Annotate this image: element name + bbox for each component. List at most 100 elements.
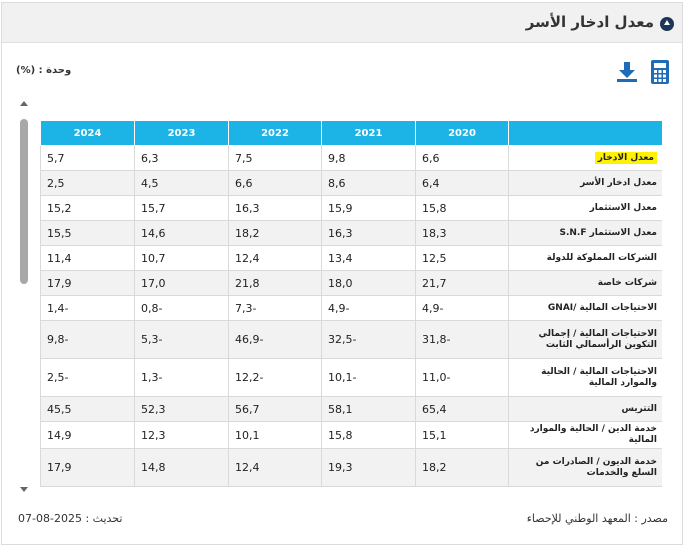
- row-label: الاحتياجات المالية / الحالية والموارد ال…: [508, 358, 662, 397]
- table-cell: -46,9: [228, 320, 322, 359]
- table-row: معدل الاستثمار 15,8 15,9 16,3 15,7 15,2: [40, 195, 662, 221]
- download-icon[interactable]: [616, 61, 638, 83]
- table-cell: 17,9: [40, 270, 135, 296]
- table-cell: 16,3: [321, 220, 416, 246]
- column-header: 2023: [134, 120, 229, 146]
- table-row: الاحتياجات المالية / الحالية والموارد ال…: [40, 358, 662, 397]
- table-cell: 45,5: [40, 396, 135, 422]
- row-label: الاحتياجات المالية /GNAI: [508, 295, 662, 321]
- row-label: شركات خاصة: [508, 270, 662, 296]
- table-cell: 15,8: [321, 421, 416, 449]
- table-cell: 17,0: [134, 270, 229, 296]
- table-cell: 12,4: [228, 448, 322, 487]
- row-label: خدمة الدين / الحالية والموارد المالية: [508, 421, 662, 449]
- table-cell: 15,7: [134, 195, 229, 221]
- row-label: معدل الاستثمار: [508, 195, 662, 221]
- scroll-up-arrow-icon[interactable]: [20, 101, 28, 106]
- scroll-down-arrow-icon[interactable]: [20, 487, 28, 492]
- table-cell: 58,1: [321, 396, 416, 422]
- table-cell: 6,6: [415, 145, 509, 171]
- table-cell: 7,5: [228, 145, 322, 171]
- table-cell: -7,3: [228, 295, 322, 321]
- table-row: خدمة الدين / الحالية والموارد المالية 15…: [40, 421, 662, 449]
- panel-header: معدل ادخار الأسر: [2, 3, 682, 43]
- table-cell: 52,3: [134, 396, 229, 422]
- table-cell: -4,9: [415, 295, 509, 321]
- table-cell: 8,6: [321, 170, 416, 196]
- table-cell: 12,4: [228, 245, 322, 271]
- table-cell: 5,7: [40, 145, 135, 171]
- table-cell: -9,8: [40, 320, 135, 359]
- table-cell: -4,9: [321, 295, 416, 321]
- table-cell: 21,7: [415, 270, 509, 296]
- table-cell: 15,2: [40, 195, 135, 221]
- table-cell: 56,7: [228, 396, 322, 422]
- data-table: 2020 2021 2022 2023 2024 معدل الادخار 6,…: [40, 120, 662, 487]
- table-cell: 14,6: [134, 220, 229, 246]
- table-cell: 9,8: [321, 145, 416, 171]
- source-note: مصدر : المعهد الوطني للإحصاء: [526, 512, 668, 525]
- data-table-container: 2020 2021 2022 2023 2024 معدل الادخار 6,…: [40, 120, 662, 493]
- calculator-icon[interactable]: [650, 59, 670, 85]
- table-cell: -5,3: [134, 320, 229, 359]
- table-cell: -10,1: [321, 358, 416, 397]
- table-cell: 2,5: [40, 170, 135, 196]
- table-row: التتريس 65,4 58,1 56,7 52,3 45,5: [40, 396, 662, 422]
- table-cell: 65,4: [415, 396, 509, 422]
- table-cell: -32,5: [321, 320, 416, 359]
- table-row: معدل الاستثمار S.N.F 18,3 16,3 18,2 14,6…: [40, 220, 662, 246]
- row-label: معدل الاستثمار S.N.F: [508, 220, 662, 246]
- table-row: معدل ادخار الأسر 6,4 8,6 6,6 4,5 2,5: [40, 170, 662, 196]
- table-cell: -11,0: [415, 358, 509, 397]
- table-cell: -12,2: [228, 358, 322, 397]
- column-header: 2022: [228, 120, 322, 146]
- table-cell: 12,5: [415, 245, 509, 271]
- column-header: 2021: [321, 120, 416, 146]
- table-row: خدمة الديون / الصادرات من السلع والخدمات…: [40, 448, 662, 487]
- table-cell: 10,1: [228, 421, 322, 449]
- table-row: الشركات المملوكة للدولة 12,5 13,4 12,4 1…: [40, 245, 662, 271]
- table-cell: 13,4: [321, 245, 416, 271]
- table-cell: 15,5: [40, 220, 135, 246]
- table-cell: -1,3: [134, 358, 229, 397]
- table-row: الاحتياجات المالية / إجمالي التكوين الرأ…: [40, 320, 662, 359]
- table-cell: 10,7: [134, 245, 229, 271]
- update-date: تحديث : 2025-08-07: [18, 512, 123, 525]
- table-cell: 11,4: [40, 245, 135, 271]
- table-cell: 19,3: [321, 448, 416, 487]
- table-cell: -31,8: [415, 320, 509, 359]
- scroll-thumb[interactable]: [20, 119, 28, 284]
- table-row: الاحتياجات المالية /GNAI -4,9 -4,9 -7,3 …: [40, 295, 662, 321]
- row-label: الاحتياجات المالية / إجمالي التكوين الرأ…: [508, 320, 662, 359]
- table-cell: 18,3: [415, 220, 509, 246]
- table-cell: 14,9: [40, 421, 135, 449]
- table-cell: 16,3: [228, 195, 322, 221]
- panel-title: معدل ادخار الأسر: [525, 13, 654, 31]
- row-label: التتريس: [508, 396, 662, 422]
- table-cell: 18,2: [228, 220, 322, 246]
- table-cell: 14,8: [134, 448, 229, 487]
- column-header: 2020: [415, 120, 509, 146]
- header-label-column: [508, 120, 662, 146]
- table-cell: -0,8: [134, 295, 229, 321]
- table-cell: 6,3: [134, 145, 229, 171]
- row-label: معدل الادخار: [508, 145, 662, 171]
- vertical-scrollbar[interactable]: [18, 101, 30, 496]
- table-cell: -1,4: [40, 295, 135, 321]
- row-label: معدل ادخار الأسر: [508, 170, 662, 196]
- table-cell: 6,4: [415, 170, 509, 196]
- table-row: شركات خاصة 21,7 18,0 21,8 17,0 17,9: [40, 270, 662, 296]
- table-cell: 21,8: [228, 270, 322, 296]
- table-cell: 18,0: [321, 270, 416, 296]
- table-row: معدل الادخار 6,6 9,8 7,5 6,3 5,7: [40, 145, 662, 171]
- unit-label: وحدة : (%): [16, 65, 72, 76]
- table-cell: 15,1: [415, 421, 509, 449]
- table-cell: 12,3: [134, 421, 229, 449]
- row-label: الشركات المملوكة للدولة: [508, 245, 662, 271]
- chevron-up-circle-icon[interactable]: [660, 17, 674, 31]
- column-header: 2024: [40, 120, 135, 146]
- table-cell: 18,2: [415, 448, 509, 487]
- table-cell: 15,8: [415, 195, 509, 221]
- table-cell: -2,5: [40, 358, 135, 397]
- table-cell: 15,9: [321, 195, 416, 221]
